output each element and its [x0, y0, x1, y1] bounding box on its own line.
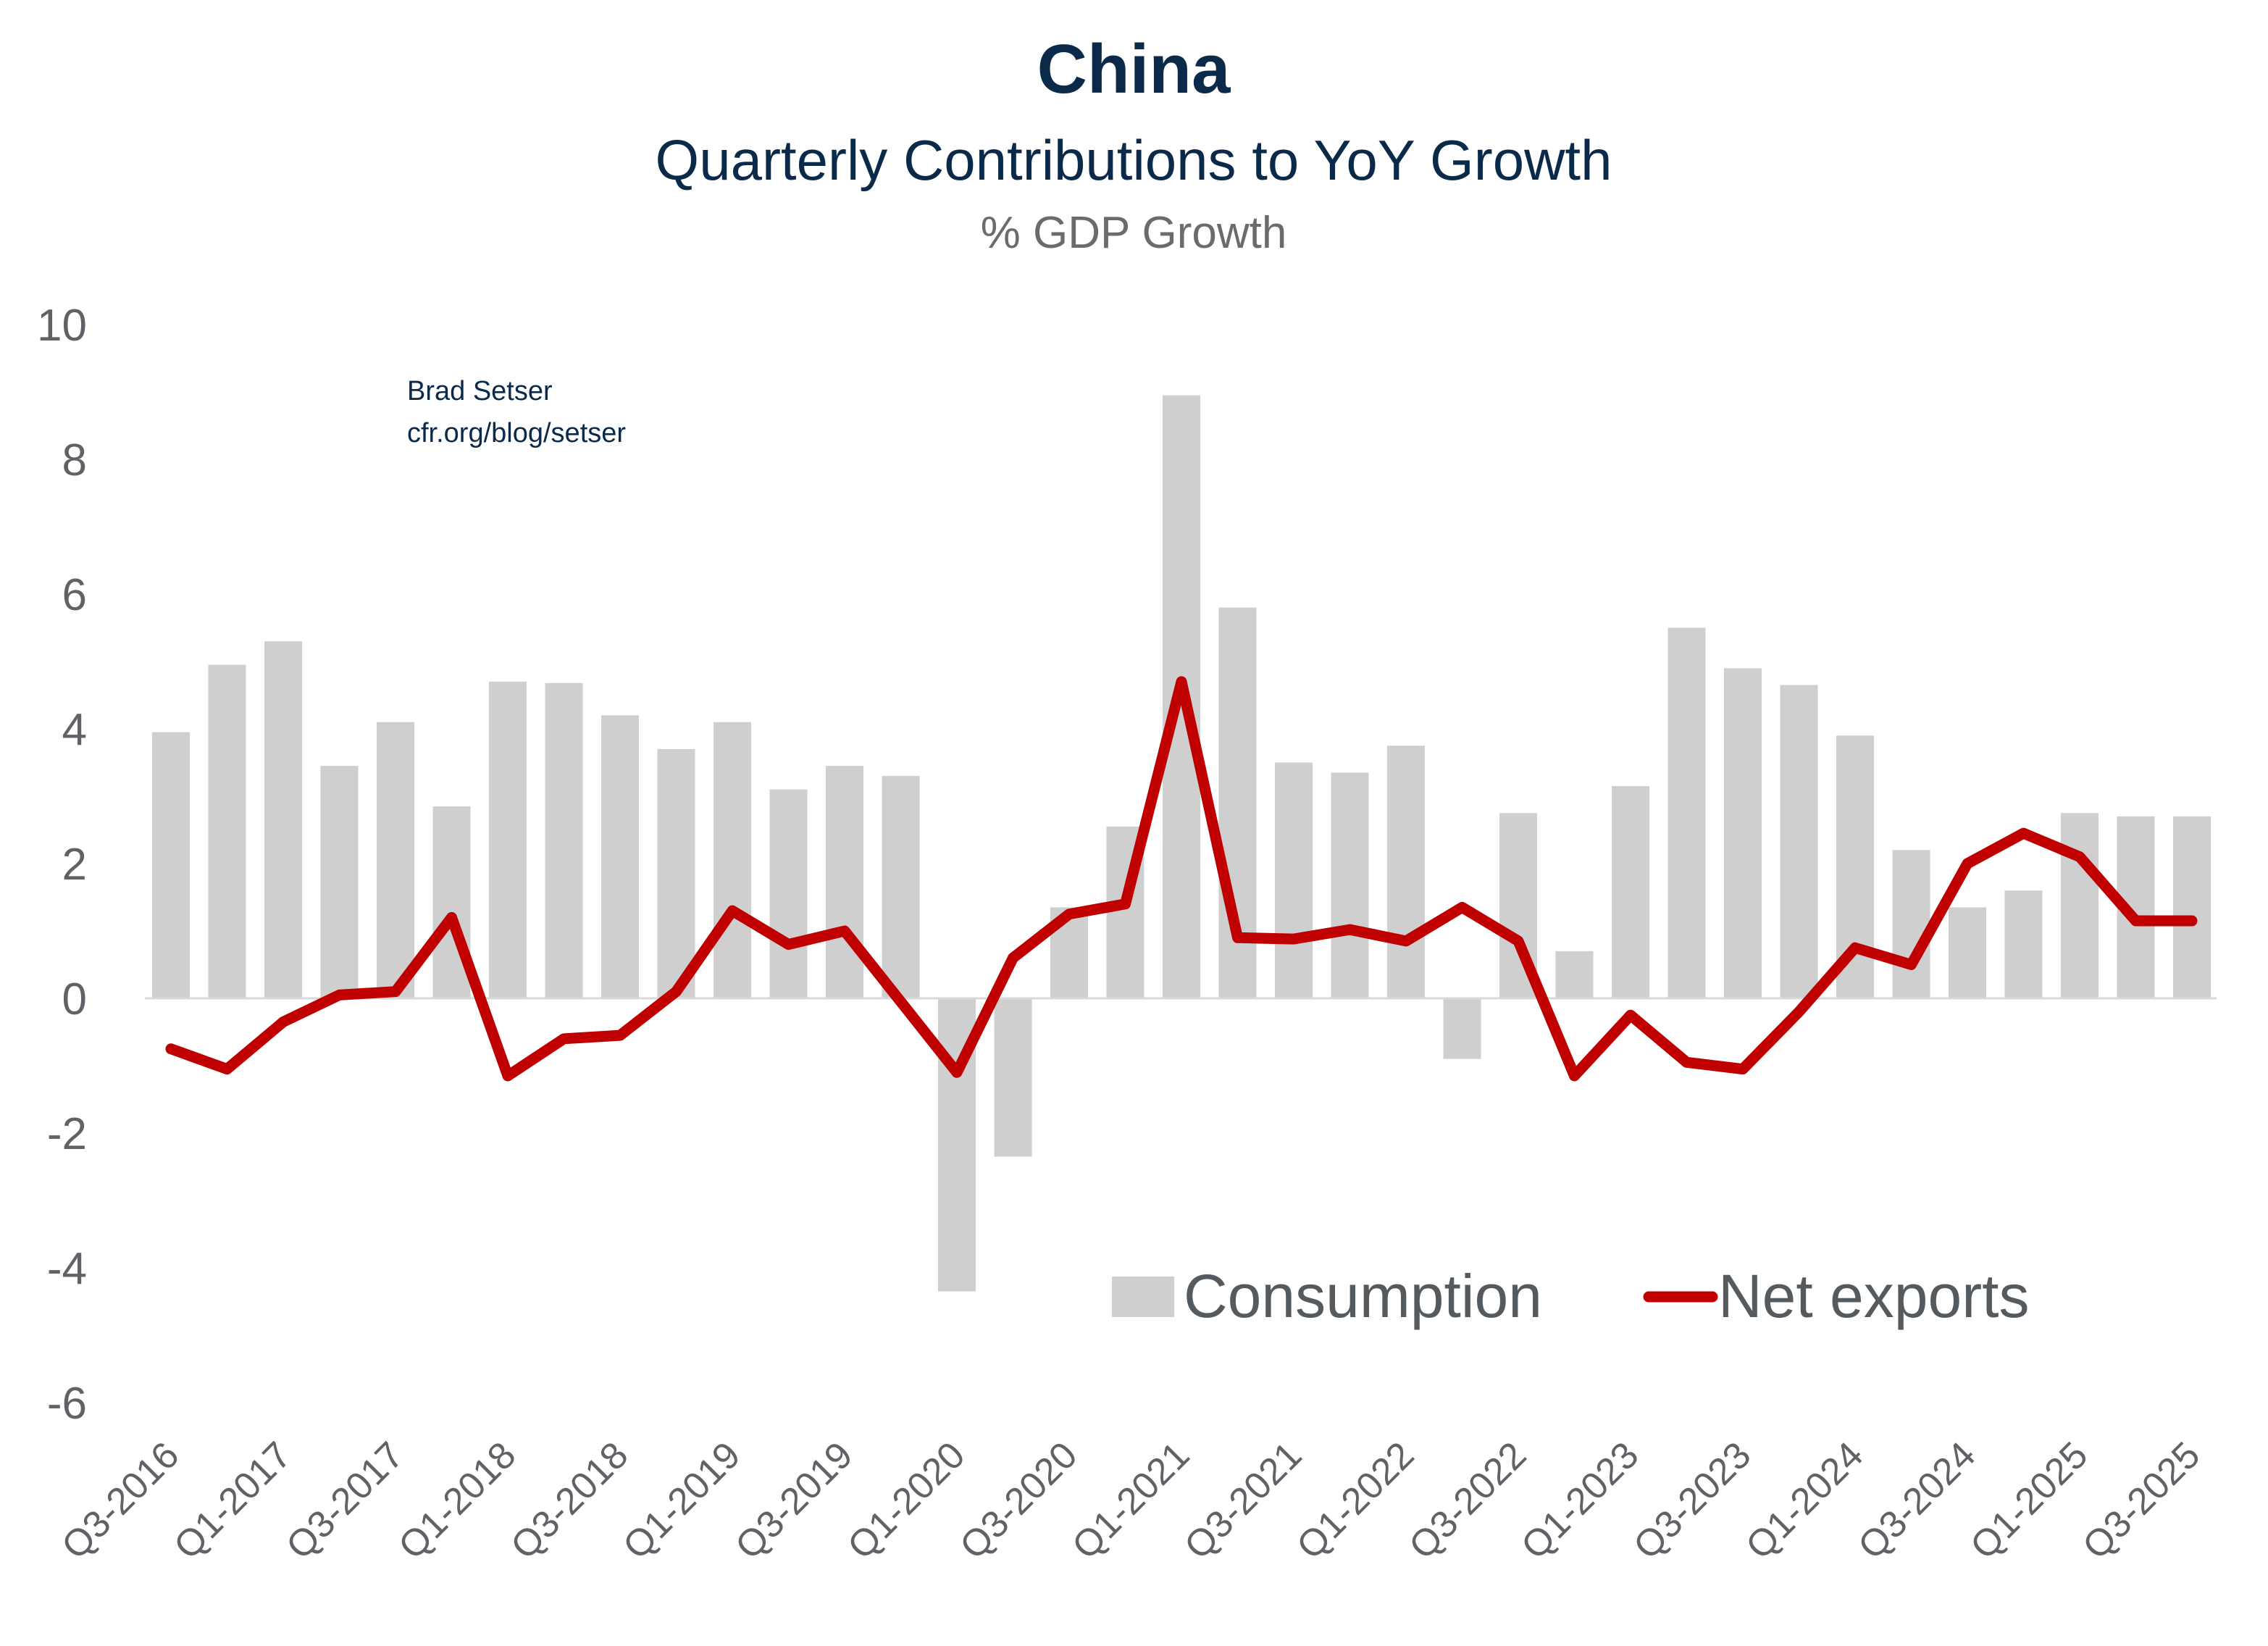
consumption-bar: [2004, 890, 2043, 998]
y-axis: 10 8 6 4 2 0 -2 -4 -6: [37, 301, 87, 1429]
consumption-bar: [994, 998, 1032, 1157]
consumption-bar: [714, 722, 751, 998]
consumption-bar: [320, 766, 359, 998]
legend: Consumption Net exports: [1112, 1262, 2030, 1330]
legend-consumption-swatch: [1112, 1277, 1174, 1317]
x-tick-label: Q1-2018: [390, 1434, 524, 1567]
x-tick-label: Q1-2024: [1738, 1434, 1871, 1567]
consumption-bar: [1949, 907, 1986, 998]
consumption-bar: [601, 715, 639, 998]
consumption-bar: [1555, 951, 1594, 998]
consumption-bar: [826, 766, 863, 998]
x-tick-label: Q3-2017: [278, 1434, 411, 1567]
consumption-bar: [1724, 668, 1762, 998]
y-axis-unit: % GDP Growth: [981, 208, 1287, 258]
consumption-bar: [882, 776, 920, 998]
consumption-bar: [1387, 745, 1425, 998]
consumption-bar: [1275, 762, 1313, 998]
consumption-bar: [1780, 685, 1818, 998]
chart-title: China: [1037, 30, 1231, 108]
y-tick-label: -2: [47, 1109, 87, 1159]
consumption-bar: [1892, 850, 1930, 998]
x-tick-label: Q3-2018: [503, 1434, 636, 1567]
consumption-bar: [377, 722, 414, 998]
consumption-bars: [152, 395, 2211, 1292]
consumption-bar: [1612, 786, 1649, 998]
consumption-bar: [2061, 813, 2098, 998]
consumption-bar: [769, 789, 808, 998]
x-tick-label: Q1-2020: [840, 1434, 973, 1567]
x-tick-label: Q3-2019: [727, 1434, 861, 1567]
y-tick-label: 6: [62, 570, 87, 620]
x-tick-label: Q1-2017: [166, 1434, 299, 1567]
x-tick-label: Q3-2024: [1850, 1434, 1983, 1567]
x-tick-label: Q1-2025: [1962, 1434, 2096, 1567]
y-tick-label: 8: [62, 435, 87, 485]
x-tick-label: Q1-2021: [1064, 1434, 1197, 1567]
consumption-bar: [657, 748, 695, 998]
x-axis: Q3-2016Q1-2017Q3-2017Q1-2018Q3-2018Q1-20…: [54, 1434, 2208, 1567]
y-tick-label: 0: [62, 974, 87, 1024]
x-tick-label: Q3-2025: [2075, 1434, 2208, 1567]
legend-net-exports-label: Net exports: [1718, 1262, 2030, 1330]
y-tick-label: 4: [62, 705, 87, 755]
consumption-bar: [1667, 627, 1706, 998]
x-tick-label: Q1-2023: [1513, 1434, 1646, 1567]
consumption-bar: [208, 664, 246, 998]
x-tick-label: Q3-2016: [54, 1434, 187, 1567]
x-tick-label: Q1-2019: [615, 1434, 748, 1567]
consumption-bar: [1331, 772, 1369, 998]
y-tick-label: -4: [47, 1244, 87, 1294]
y-tick-label: 10: [37, 301, 87, 351]
consumption-bar: [545, 682, 583, 998]
consumption-bar: [1443, 998, 1481, 1059]
consumption-bar: [264, 641, 302, 998]
x-tick-label: Q3-2020: [952, 1434, 1085, 1567]
author-url: cfr.org/blog/setser: [407, 418, 626, 448]
x-tick-label: Q1-2022: [1289, 1434, 1422, 1567]
x-tick-label: Q3-2022: [1401, 1434, 1534, 1567]
consumption-bar: [2173, 816, 2211, 998]
author-note: Brad Setser: [407, 376, 553, 406]
legend-consumption-label: Consumption: [1184, 1262, 1542, 1330]
net-exports-line: [165, 676, 2198, 1082]
consumption-bar: [489, 681, 527, 998]
x-tick-label: Q3-2023: [1625, 1434, 1759, 1567]
y-tick-label: 2: [62, 840, 87, 890]
x-tick-label: Q3-2021: [1176, 1434, 1310, 1567]
chart-subtitle: Quarterly Contributions to YoY Growth: [656, 128, 1612, 192]
y-tick-label: -6: [47, 1379, 87, 1429]
consumption-bar: [152, 732, 190, 998]
